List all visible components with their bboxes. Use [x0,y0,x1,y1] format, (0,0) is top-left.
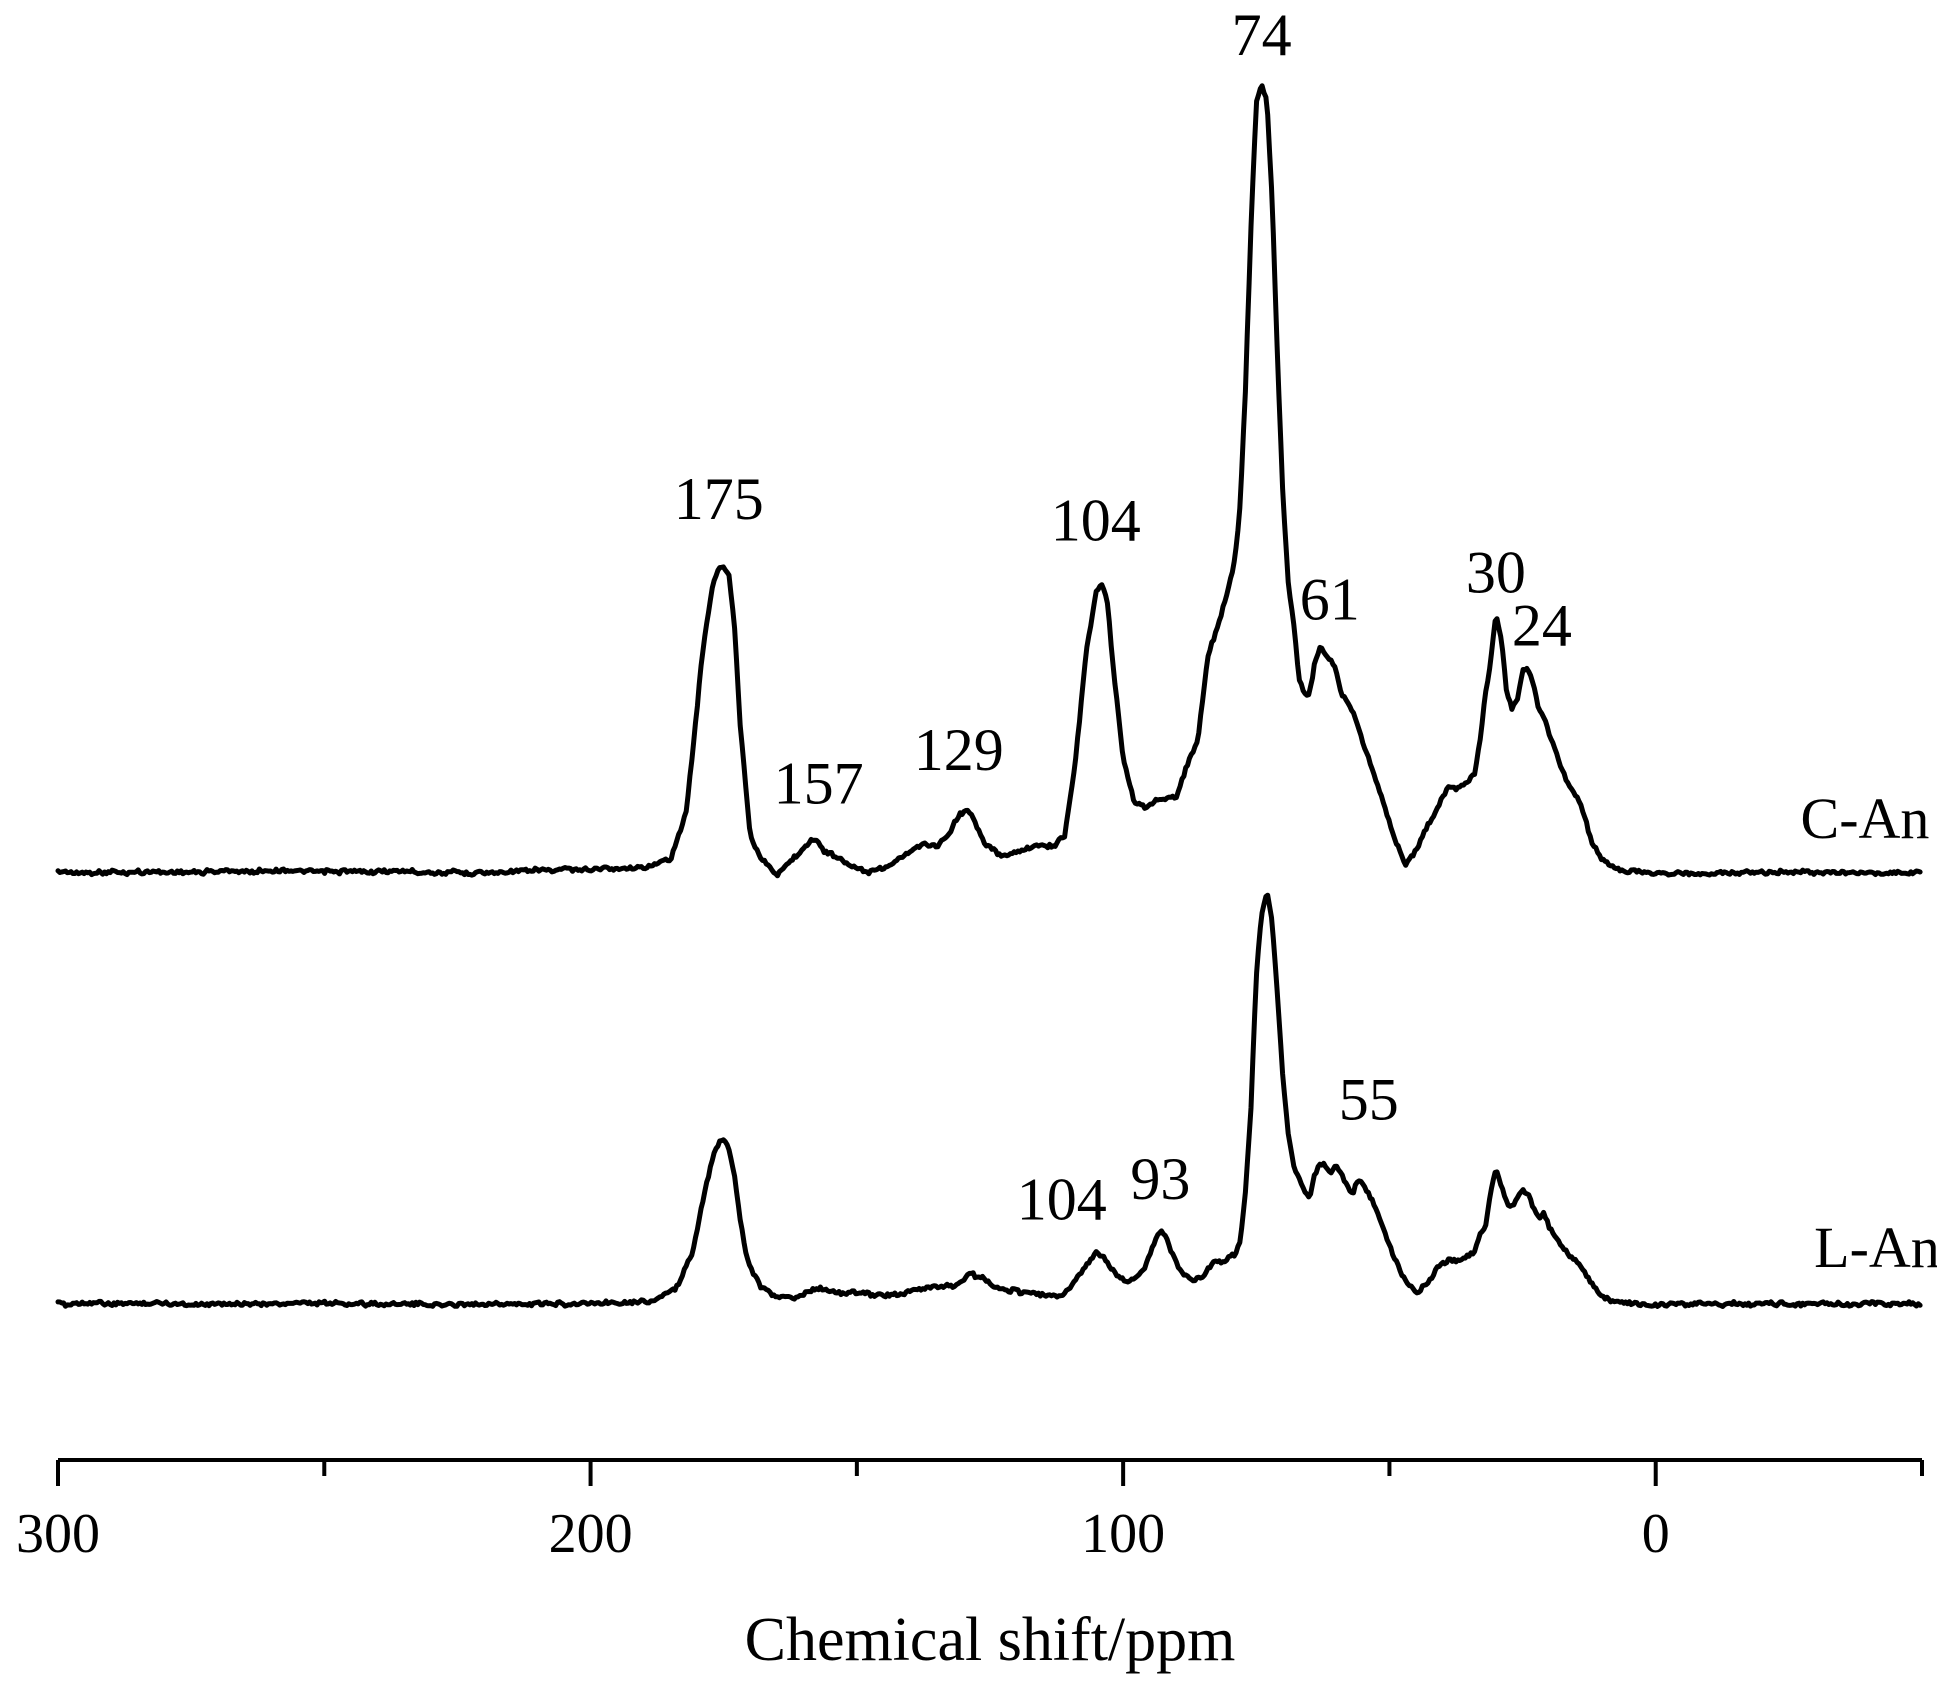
x-tick-label: 0 [1642,1503,1670,1565]
series-labels: C-An L-An [1801,786,1937,1280]
spectra-layer [55,83,1923,1309]
peak-label: 74 [1232,2,1292,68]
peak-label: 104 [1017,1167,1107,1233]
peak-label: 30 [1466,539,1526,605]
peak-label: 24 [1512,593,1572,659]
series-label-c-an: C-An [1801,786,1930,851]
series-line-l-an [55,892,1923,1309]
x-tick-label: 100 [1081,1503,1165,1565]
x-tick-label: 200 [549,1503,633,1565]
series-label-l-an: L-An [1814,1215,1937,1280]
series-line-c-an [55,83,1923,879]
x-axis-title: Chemical shift/ppm [745,1606,1236,1674]
peak-label: 93 [1130,1146,1190,1212]
x-axis: 300 200 100 0 [16,1458,1924,1565]
peak-label: 61 [1300,567,1360,633]
peak-label: 175 [674,466,764,532]
x-tick-label: 300 [16,1503,100,1565]
peak-label: 157 [774,750,864,816]
peak-label: 55 [1339,1067,1399,1133]
peak-label: 104 [1051,488,1141,554]
peak-label: 129 [914,717,1004,783]
